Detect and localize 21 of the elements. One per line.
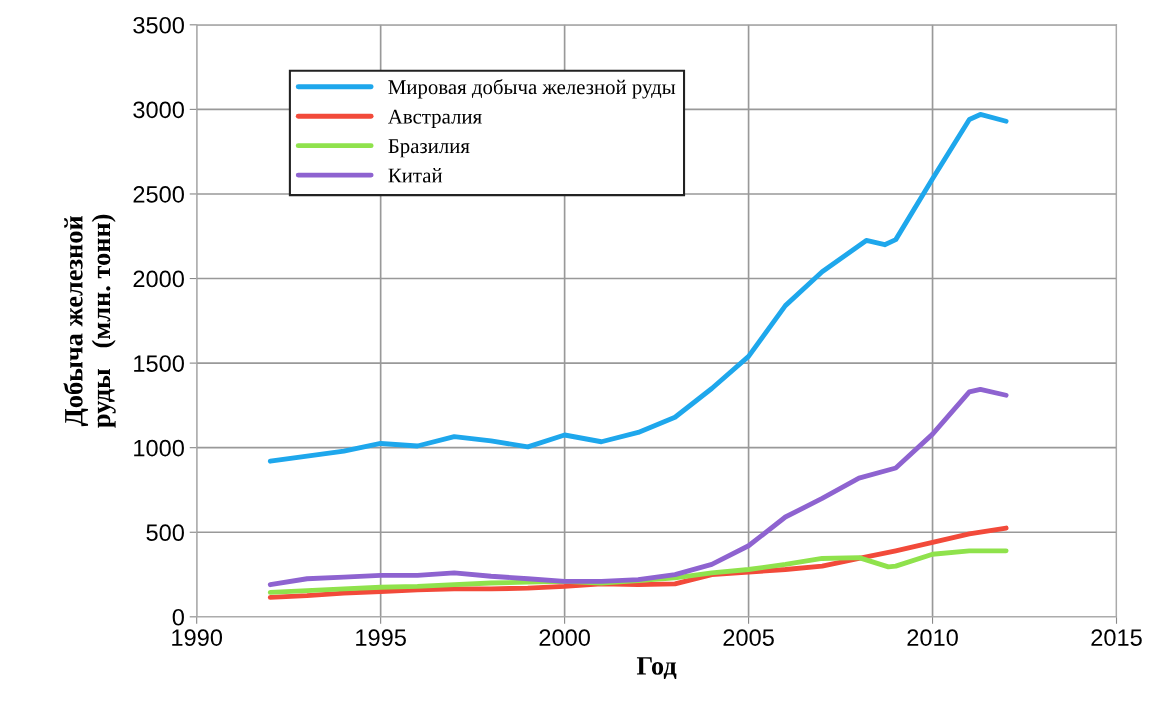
x-tick-label: 2000 <box>539 629 590 646</box>
legend-label: Мировая добыча железной руды <box>388 79 676 99</box>
x-tick-label: 2005 <box>723 629 774 646</box>
x-tick-label: 1990 <box>172 629 223 646</box>
y-tick-label: 1500 <box>134 355 184 372</box>
legend-label: Бразилия <box>388 139 470 158</box>
y-tick-label: 500 <box>146 524 184 542</box>
y-tick-label: 2000 <box>133 270 184 288</box>
y-tick-label: 1000 <box>134 439 184 457</box>
y-tick-label: 3500 <box>133 16 184 34</box>
x-tick-label: 1995 <box>356 629 406 646</box>
x-tick-label: 2010 <box>907 629 958 646</box>
legend-label: Китай <box>388 168 443 183</box>
y-tick-label: 2500 <box>133 186 184 203</box>
x-axis-title: Год <box>636 657 677 680</box>
y-axis-title: Добыча железной руды (млн. тонн) <box>63 214 116 428</box>
y-tick-label: 3000 <box>133 101 184 119</box>
y-tick-label: 0 <box>172 608 184 626</box>
x-tick-label: 2015 <box>1091 629 1142 646</box>
line-series <box>267 386 1009 588</box>
legend-label: Австралия <box>388 109 482 128</box>
